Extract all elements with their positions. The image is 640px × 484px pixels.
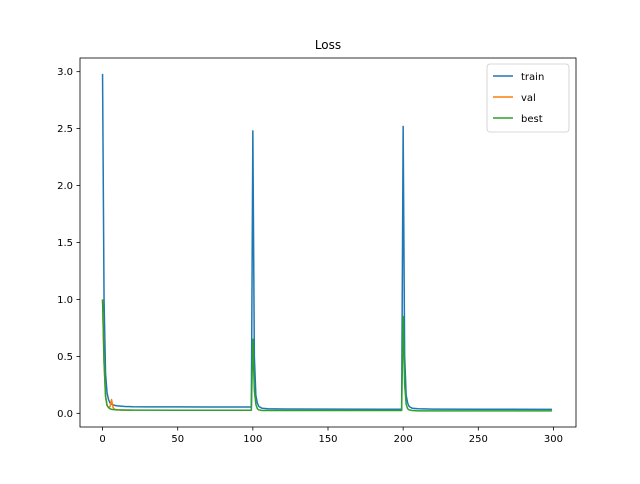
x-tick-label: 0 [99,434,105,445]
x-tick-label: 250 [469,434,488,445]
y-tick-label: 3.0 [57,67,73,78]
y-tick-label: 0.5 [57,352,73,363]
x-tick-label: 200 [394,434,413,445]
x-tick-label: 100 [243,434,262,445]
x-tick-label: 300 [544,434,563,445]
legend-label-best: best [521,114,543,125]
legend-box [486,63,570,133]
plot-area [101,73,552,412]
legend-label-train: train [521,72,544,83]
series-line-best [101,299,552,412]
chart-title: Loss [315,38,341,52]
legend-label-val: val [521,93,536,104]
legend: train val best [486,63,570,133]
y-tick-label: 2.5 [57,124,73,135]
y-tick-label: 1.0 [57,295,73,306]
x-tick-label: 50 [171,434,184,445]
y-tick-label: 1.5 [57,238,73,249]
y-tick-label: 2.0 [57,181,73,192]
axes: 0 50 100 150 200 250 300 0.0 0.5 1.0 1.5 2.0 2.5 3.0 [57,57,577,445]
x-tick-label: 150 [318,434,337,445]
y-tick-label: 0.0 [57,409,73,420]
